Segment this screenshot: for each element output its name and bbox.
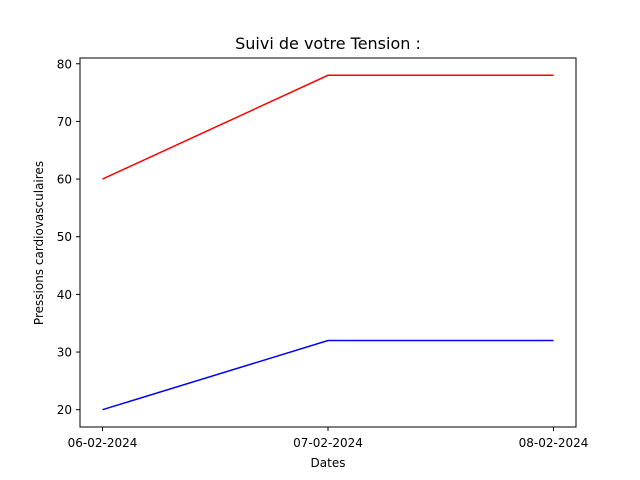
y-tick-label: 20: [57, 403, 72, 417]
series-line-1: [102, 74, 554, 180]
chart-title: Suivi de votre Tension :: [235, 34, 421, 53]
x-tick-label: 08-02-2024: [519, 436, 589, 450]
y-axis-ticks: 20 30 40 50 60 70 80: [57, 57, 80, 417]
plot-marks: [102, 74, 554, 411]
y-tick-label: 70: [57, 115, 72, 129]
x-tick-label: 06-02-2024: [68, 436, 138, 450]
x-axis-label: Dates: [311, 456, 346, 470]
y-axis-label: Pressions cardiovasculaires: [32, 161, 46, 325]
plot-frame: [79, 57, 577, 428]
series-line-2: [102, 339, 554, 411]
y-tick-label: 30: [57, 346, 72, 360]
y-tick-label: 80: [57, 57, 72, 71]
y-tick-label: 50: [57, 230, 72, 244]
x-axis-ticks: 06-02-2024 07-02-2024 08-02-2024: [68, 427, 589, 450]
x-tick-label: 07-02-2024: [293, 436, 363, 450]
y-tick-label: 40: [57, 288, 72, 302]
y-tick-label: 60: [57, 173, 72, 187]
